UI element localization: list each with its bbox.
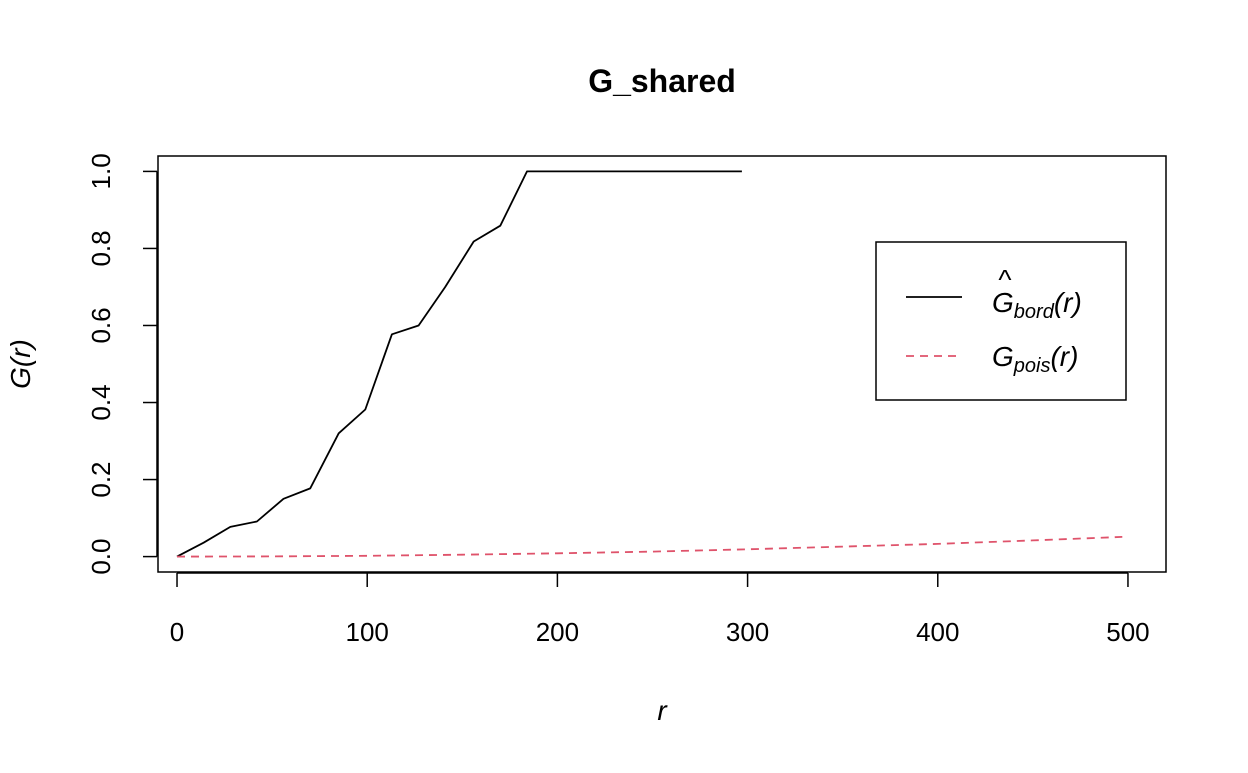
y-tick-label: 0.0 xyxy=(86,539,116,575)
y-axis-label-arg: (r) xyxy=(5,339,36,367)
y-tick-label: 0.4 xyxy=(86,384,116,420)
y-tick-label: 0.6 xyxy=(86,307,116,343)
x-tick-label: 300 xyxy=(726,617,769,647)
y-tick-label: 0.8 xyxy=(86,230,116,266)
x-tick-label: 200 xyxy=(536,617,579,647)
x-axis-label: r xyxy=(657,695,668,726)
legend-symbol-g-pois: G xyxy=(992,341,1014,372)
legend-label-g-pois: Gpois(r) xyxy=(992,341,1078,377)
legend-label-g-bord: Gbord(r) xyxy=(992,287,1082,323)
y-axis: 0.0 0.2 0.4 0.6 0.8 1.0 xyxy=(86,153,158,575)
x-tick-label: 500 xyxy=(1106,617,1149,647)
x-tick-label: 0 xyxy=(170,617,184,647)
plot-frame xyxy=(157,155,1167,573)
y-axis-label-symbol: G xyxy=(5,367,36,389)
legend-sub-g-pois: pois xyxy=(1013,355,1051,377)
legend-sub-g-bord: bord xyxy=(1014,301,1055,323)
y-tick-label: 0.2 xyxy=(86,461,116,497)
y-tick-label: 1.0 xyxy=(86,153,116,189)
legend-symbol-g-bord: G xyxy=(992,287,1014,318)
legend: ^ Gbord(r) Gpois(r) xyxy=(875,241,1127,401)
y-axis-label: G(r) xyxy=(5,339,36,389)
x-tick-label: 400 xyxy=(916,617,959,647)
series-g-bord-line xyxy=(176,170,742,558)
x-tick-label: 100 xyxy=(346,617,389,647)
legend-hat-g-bord: ^ xyxy=(998,264,1011,295)
x-axis: 0 100 200 300 400 500 xyxy=(170,572,1150,647)
chart-title: G_shared xyxy=(588,63,736,99)
legend-arg-g-bord: (r) xyxy=(1054,287,1082,318)
series-g-pois-line xyxy=(176,536,1123,558)
series-layer xyxy=(176,170,1123,558)
legend-arg-g-pois: (r) xyxy=(1050,341,1078,372)
legend-box xyxy=(875,241,1127,401)
